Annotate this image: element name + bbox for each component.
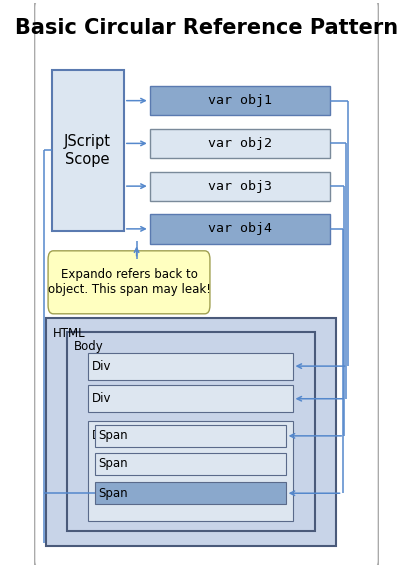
FancyBboxPatch shape (150, 86, 330, 115)
Text: var obj3: var obj3 (208, 179, 272, 193)
Text: Span: Span (99, 487, 128, 500)
FancyBboxPatch shape (150, 129, 330, 158)
FancyBboxPatch shape (150, 214, 330, 244)
Text: var obj1: var obj1 (208, 94, 272, 107)
Text: HTML: HTML (53, 327, 86, 340)
Text: Basic Circular Reference Pattern: Basic Circular Reference Pattern (15, 18, 398, 38)
Text: var obj2: var obj2 (208, 137, 272, 150)
Text: Span: Span (99, 429, 128, 442)
Text: Expando refers back to
object. This span may leak!: Expando refers back to object. This span… (47, 268, 211, 296)
Text: Span: Span (99, 457, 128, 470)
Text: var obj4: var obj4 (208, 223, 272, 235)
FancyBboxPatch shape (150, 172, 330, 201)
FancyBboxPatch shape (88, 353, 292, 379)
Text: Body: Body (74, 340, 104, 353)
FancyBboxPatch shape (34, 1, 379, 567)
FancyBboxPatch shape (95, 425, 286, 447)
Text: Div: Div (92, 429, 112, 442)
Text: Div: Div (92, 392, 112, 405)
FancyBboxPatch shape (67, 332, 315, 532)
FancyBboxPatch shape (95, 453, 286, 475)
FancyBboxPatch shape (88, 421, 292, 521)
FancyBboxPatch shape (88, 385, 292, 412)
FancyBboxPatch shape (52, 70, 124, 231)
FancyBboxPatch shape (95, 482, 286, 504)
FancyBboxPatch shape (46, 318, 336, 545)
FancyBboxPatch shape (48, 251, 210, 314)
Text: JScript
Scope: JScript Scope (64, 134, 111, 166)
Text: Div: Div (92, 360, 112, 373)
